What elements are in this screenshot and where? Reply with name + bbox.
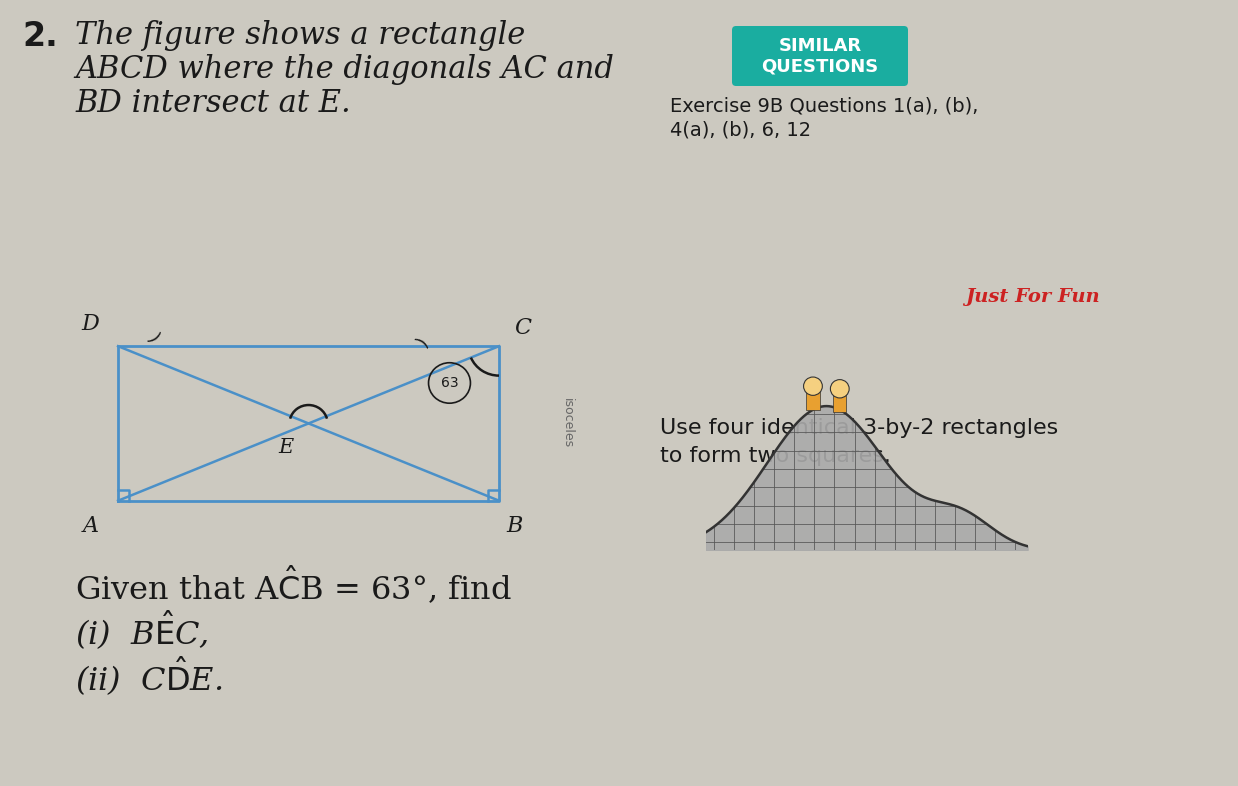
Text: 4(a), (b), 6, 12: 4(a), (b), 6, 12 [670, 120, 811, 139]
Circle shape [831, 380, 849, 398]
Text: C: C [514, 317, 531, 339]
Text: QUESTIONS: QUESTIONS [761, 57, 879, 75]
Text: E: E [279, 438, 293, 457]
Text: Given that A$\hat{\rm C}$B = 63°, find: Given that A$\hat{\rm C}$B = 63°, find [76, 564, 511, 607]
Text: 63: 63 [441, 376, 458, 390]
Text: (i)  B$\hat{\rm E}$C,: (i) B$\hat{\rm E}$C, [76, 608, 209, 652]
FancyBboxPatch shape [732, 26, 907, 86]
Text: isoceles: isoceles [561, 399, 574, 449]
Text: BD intersect at E.: BD intersect at E. [76, 88, 350, 119]
Text: SIMILAR: SIMILAR [779, 37, 862, 55]
Text: ): ) [413, 335, 432, 351]
Text: to form two squares.: to form two squares. [660, 446, 891, 466]
Text: D: D [82, 313, 99, 335]
Text: Exercise 9B Questions 1(a), (b),: Exercise 9B Questions 1(a), (b), [670, 96, 978, 115]
Text: (ii)  C$\hat{\rm D}$E.: (ii) C$\hat{\rm D}$E. [76, 654, 223, 698]
Text: Just For Fun: Just For Fun [964, 288, 1099, 306]
Text: The figure shows a rectangle: The figure shows a rectangle [76, 20, 525, 51]
Circle shape [803, 377, 822, 395]
Text: Use four identical 3-by-2 rectangles: Use four identical 3-by-2 rectangles [660, 418, 1058, 438]
Text: A: A [83, 516, 99, 538]
Bar [806, 386, 820, 410]
Text: ): ) [144, 331, 162, 347]
Text: 2.: 2. [22, 20, 58, 53]
Bar [833, 389, 847, 413]
Text: ABCD where the diagonals AC and: ABCD where the diagonals AC and [76, 54, 614, 85]
Text: B: B [506, 516, 522, 538]
